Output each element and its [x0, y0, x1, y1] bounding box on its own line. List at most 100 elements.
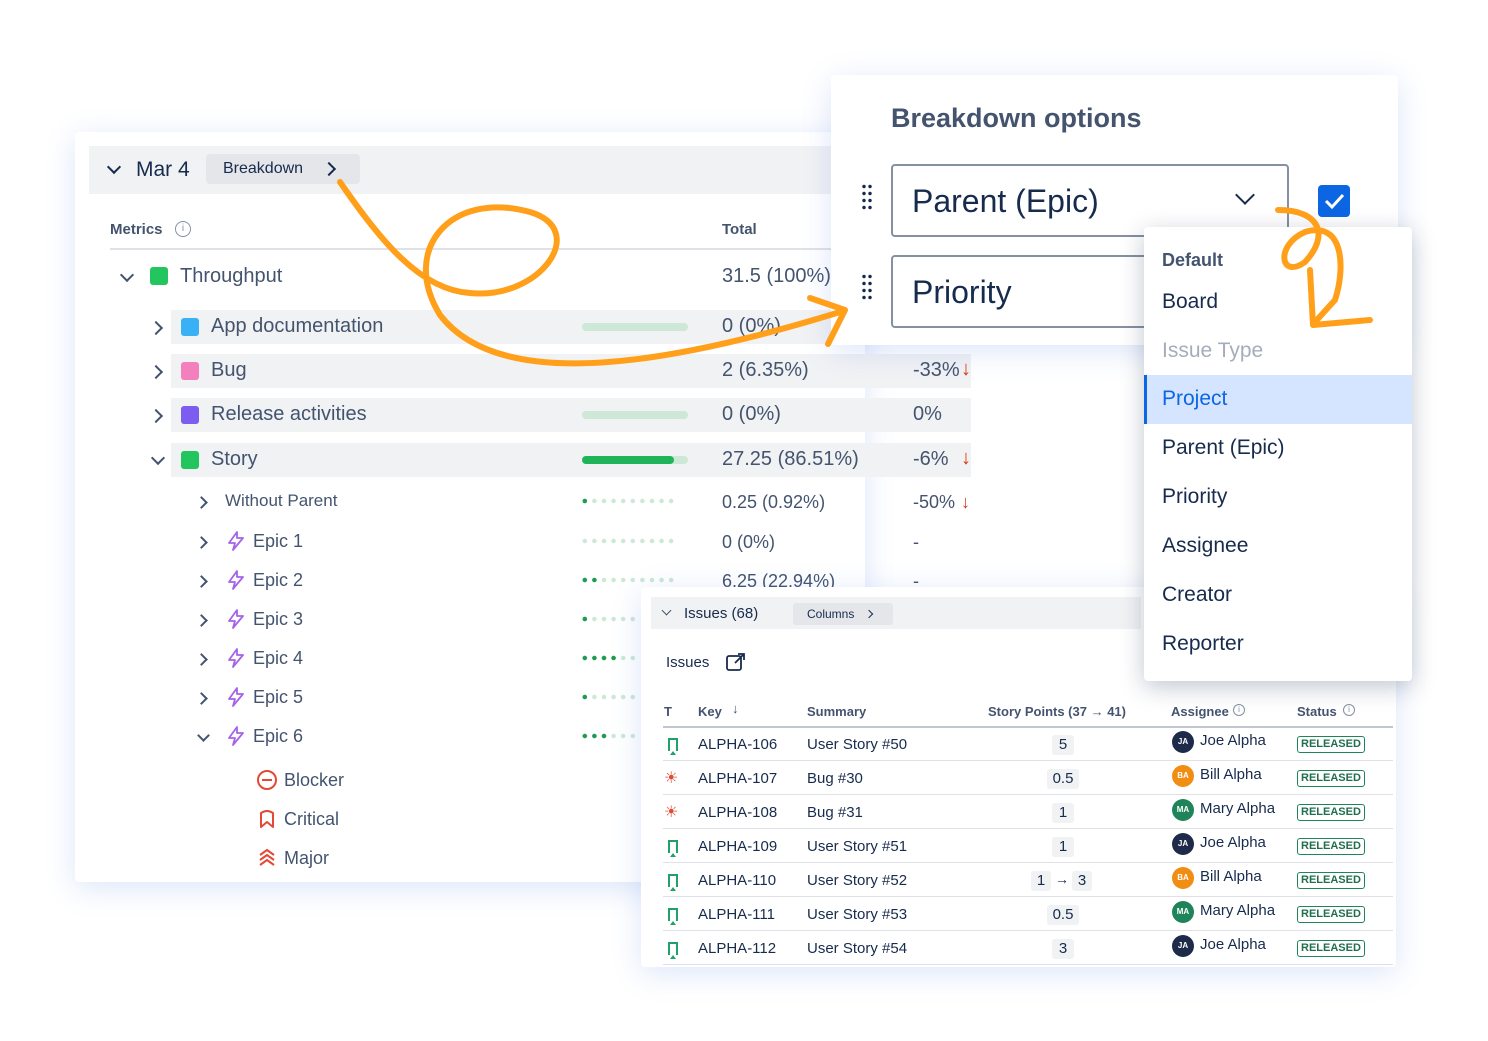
menu-item-creator[interactable]: Creator: [1162, 583, 1233, 606]
status-badge: RELEASED: [1297, 906, 1365, 923]
child-label: Epic 1: [253, 531, 304, 551]
breakdown-button[interactable]: Breakdown: [206, 154, 360, 184]
progress-bar-fill: [582, 456, 675, 464]
category-total: 2 (6.35%): [722, 359, 809, 381]
status-badge: RELEASED: [1297, 838, 1365, 855]
child-total: 6.25 (22.94%): [722, 571, 836, 591]
issue-key-link[interactable]: ALPHA-111: [698, 906, 775, 923]
loop-arrow-head: [807, 295, 848, 347]
child-change: -50%: [913, 492, 956, 512]
sort-desc-icon[interactable]: ↓: [732, 701, 739, 716]
breakdown-options-title: Breakdown options: [891, 103, 1142, 133]
menu-item-parent-epic[interactable]: Parent (Epic): [1162, 436, 1285, 459]
status-badge: RELEASED: [1297, 872, 1365, 889]
avatar: MA: [1172, 901, 1194, 923]
avatar: JA: [1172, 731, 1194, 753]
total-column-header: Total: [722, 221, 757, 238]
issue-summary[interactable]: User Story #52: [807, 872, 908, 889]
table-row-divider: [663, 760, 1393, 761]
loop-arrow-path: [337, 179, 843, 367]
story-icon: [668, 874, 678, 891]
issue-key-link[interactable]: ALPHA-106: [698, 736, 778, 753]
drag-handle-icon[interactable]: [861, 273, 873, 301]
enabled-checkbox[interactable]: [1318, 185, 1350, 217]
category-row[interactable]: [171, 443, 971, 477]
story-points-value: 3: [1052, 939, 1074, 959]
menu-item-project[interactable]: Project: [1162, 387, 1228, 410]
issue-summary[interactable]: Bug #30: [807, 770, 863, 787]
assignee-name: Mary Alpha: [1200, 902, 1276, 919]
trend-down-arrow-icon: ↓: [961, 358, 971, 380]
bug-icon: ☀: [664, 804, 679, 821]
issues-count-title: Issues (68): [684, 605, 759, 622]
issue-key-link[interactable]: ALPHA-110: [698, 872, 777, 889]
info-icon[interactable]: i: [1233, 704, 1245, 716]
assignee-name: Joe Alpha: [1200, 936, 1266, 953]
dotted-progress-fill: [580, 693, 590, 701]
story-points-from: 1: [1031, 871, 1051, 891]
category-label: Release activities: [211, 403, 367, 425]
category-label: Story: [211, 448, 258, 470]
issue-key-link[interactable]: ALPHA-108: [698, 804, 778, 821]
progress-bar: [582, 456, 688, 464]
category-color-swatch: [181, 406, 199, 424]
issue-key-link[interactable]: ALPHA-109: [698, 838, 778, 855]
category-label: Bug: [211, 359, 247, 381]
issue-key-link[interactable]: ALPHA-107: [698, 770, 778, 787]
dotted-progress-fill: [580, 732, 609, 740]
story-icon: [668, 840, 678, 857]
lightning-icon: [228, 570, 244, 590]
metrics-panel: Mar 4 Breakdown Metrics i Total Throughp…: [75, 132, 971, 882]
category-row[interactable]: [171, 354, 971, 388]
table-row-divider: [663, 794, 1393, 795]
blocker-icon: [257, 770, 277, 790]
issue-summary[interactable]: Bug #31: [807, 804, 863, 821]
menu-item-assignee[interactable]: Assignee: [1162, 534, 1249, 557]
throughput-color-swatch: [150, 267, 168, 285]
issue-summary[interactable]: User Story #51: [807, 838, 908, 855]
table-row-divider: [663, 896, 1393, 897]
menu-item-board[interactable]: Board: [1162, 290, 1219, 313]
menu-item-priority[interactable]: Priority: [1162, 485, 1228, 508]
story-points-header: Story Points (37 → 41): [988, 704, 1126, 719]
child-label: Epic 3: [253, 609, 304, 629]
status-header: Status: [1297, 704, 1337, 719]
issues-header-bar: [651, 597, 1141, 629]
assignee-name: Bill Alpha: [1200, 766, 1262, 783]
trend-down-arrow-icon: ↓: [961, 492, 970, 512]
info-icon[interactable]: i: [175, 221, 191, 237]
info-icon[interactable]: i: [1343, 704, 1355, 716]
status-badge: RELEASED: [1297, 736, 1365, 753]
category-total: 0 (0%): [722, 403, 781, 425]
issue-summary[interactable]: User Story #54: [807, 940, 908, 957]
progress-bar: [582, 411, 688, 419]
key-header[interactable]: Key: [698, 704, 722, 719]
child-change: -: [913, 571, 919, 591]
checkmark-icon: [1324, 193, 1345, 210]
table-row-divider: [663, 862, 1393, 863]
issue-summary[interactable]: User Story #50: [807, 736, 908, 753]
assignee-header: Assignee: [1171, 704, 1229, 719]
child-label: Without Parent: [225, 491, 338, 510]
curl-arrow-head: [1307, 267, 1373, 328]
issues-link[interactable]: Issues: [666, 654, 710, 671]
story-icon: [668, 738, 678, 755]
avatar: JA: [1172, 935, 1194, 957]
columns-button[interactable]: Columns: [793, 603, 893, 625]
external-link-icon[interactable]: [725, 651, 747, 673]
parent-epic-select[interactable]: Parent (Epic): [891, 164, 1289, 237]
avatar: MA: [1172, 799, 1194, 821]
drag-handle-icon[interactable]: [861, 183, 873, 211]
avatar: JA: [1172, 833, 1194, 855]
issue-key-link[interactable]: ALPHA-112: [698, 940, 777, 957]
assignee-name: Joe Alpha: [1200, 834, 1266, 851]
dotted-progress-fill: [580, 654, 619, 662]
story-points-value: 1: [1052, 803, 1074, 823]
issue-summary[interactable]: User Story #53: [807, 906, 908, 923]
menu-item-reporter[interactable]: Reporter: [1162, 632, 1244, 655]
priority-label: Major: [284, 848, 330, 868]
parent-epic-select-value: Parent (Epic): [912, 183, 1099, 219]
dotted-progress-bar: [580, 693, 636, 701]
category-row[interactable]: [171, 398, 971, 432]
